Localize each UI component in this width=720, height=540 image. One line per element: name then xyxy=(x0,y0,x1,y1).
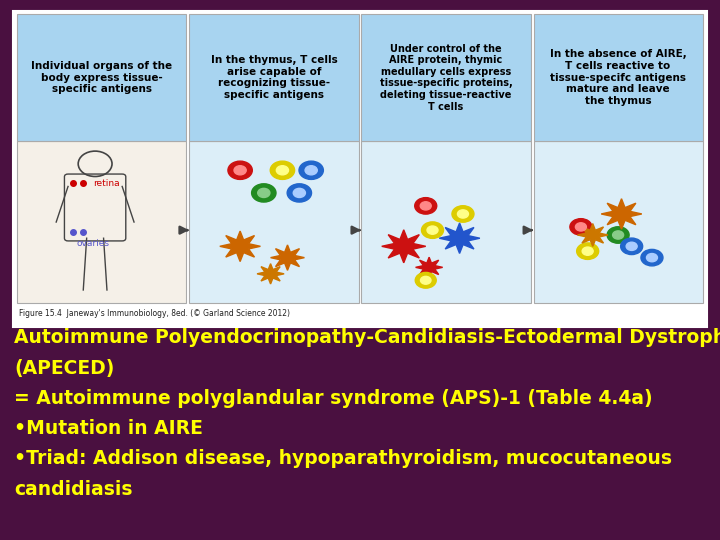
Polygon shape xyxy=(257,264,284,284)
Text: In the absence of AIRE,
T cells reactive to
tissue-specifc antigens
mature and l: In the absence of AIRE, T cells reactive… xyxy=(550,49,686,106)
Circle shape xyxy=(427,226,438,234)
Circle shape xyxy=(457,210,469,218)
Text: retina: retina xyxy=(94,179,120,188)
Polygon shape xyxy=(439,223,480,253)
Circle shape xyxy=(299,161,323,179)
Bar xyxy=(361,14,531,141)
Text: Figure 15.4  Janeway's Immunobiology, 8ed. (© Garland Science 2012): Figure 15.4 Janeway's Immunobiology, 8ed… xyxy=(19,309,289,318)
Circle shape xyxy=(647,253,657,262)
Text: ovaries: ovaries xyxy=(76,239,109,247)
Circle shape xyxy=(276,166,289,175)
Circle shape xyxy=(258,188,270,198)
Polygon shape xyxy=(415,257,443,278)
Circle shape xyxy=(613,231,624,239)
Circle shape xyxy=(305,166,318,175)
Text: •Triad: Addison disease, hypoparathyroidism, mucocutaneous: •Triad: Addison disease, hypoparathyroid… xyxy=(14,449,672,469)
Circle shape xyxy=(234,166,246,175)
Circle shape xyxy=(287,184,312,202)
Polygon shape xyxy=(577,224,608,246)
Text: = Autoimmune polyglandular syndrome (APS)-1 (Table 4.4a): = Autoimmune polyglandular syndrome (APS… xyxy=(14,389,653,408)
Text: (APECED): (APECED) xyxy=(14,359,114,378)
Circle shape xyxy=(415,272,436,288)
Text: Autoimmune Polyendocrinopathy-Candidiasis-Ectodermal Dystrophy: Autoimmune Polyendocrinopathy-Candidiasi… xyxy=(14,328,720,347)
Bar xyxy=(361,141,531,303)
Circle shape xyxy=(420,202,431,210)
Bar xyxy=(534,14,703,141)
Polygon shape xyxy=(601,199,642,229)
Text: Under control of the
AIRE protein, thymic
medullary cells express
tissue-specifi: Under control of the AIRE protein, thymi… xyxy=(379,44,513,112)
Circle shape xyxy=(641,249,663,266)
Circle shape xyxy=(575,223,586,231)
Circle shape xyxy=(626,242,637,251)
Text: candidiasis: candidiasis xyxy=(14,480,133,499)
Polygon shape xyxy=(382,230,426,263)
Circle shape xyxy=(415,198,437,214)
Bar xyxy=(189,14,359,141)
Circle shape xyxy=(577,243,598,259)
Circle shape xyxy=(607,227,629,243)
Text: •Mutation in AIRE: •Mutation in AIRE xyxy=(14,419,203,438)
Circle shape xyxy=(621,238,643,254)
Bar xyxy=(17,141,186,303)
Bar xyxy=(13,11,707,327)
Bar xyxy=(189,141,359,303)
Text: In the thymus, T cells
arise capable of
recognizing tissue-
specific antigens: In the thymus, T cells arise capable of … xyxy=(210,55,338,100)
Circle shape xyxy=(420,276,431,284)
Circle shape xyxy=(251,184,276,202)
Circle shape xyxy=(452,206,474,222)
Circle shape xyxy=(570,219,592,235)
Circle shape xyxy=(293,188,305,198)
Text: Individual organs of the
body express tissue-
specific antigens: Individual organs of the body express ti… xyxy=(31,61,173,94)
Circle shape xyxy=(421,222,444,238)
Bar xyxy=(534,141,703,303)
Polygon shape xyxy=(271,245,305,271)
Circle shape xyxy=(582,247,593,255)
Polygon shape xyxy=(220,231,261,261)
Circle shape xyxy=(270,161,294,179)
Circle shape xyxy=(228,161,252,179)
Bar xyxy=(17,14,186,141)
